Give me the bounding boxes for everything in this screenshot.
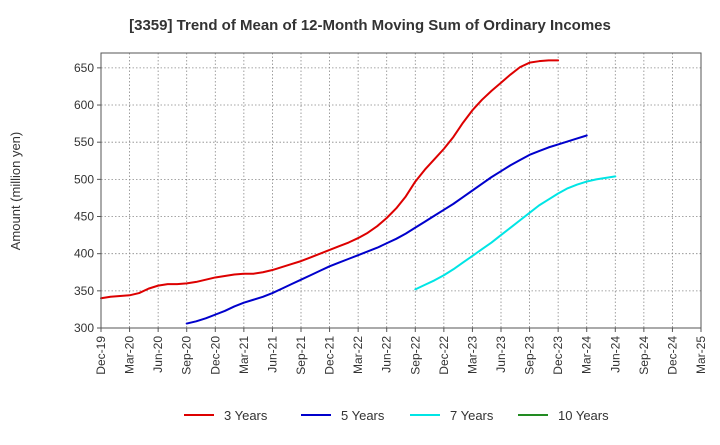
x-tick-label: Sep-21 [294,336,308,375]
x-tick-label: Dec-20 [208,336,222,375]
x-tick-label: Sep-24 [637,336,651,375]
series-lines [100,59,617,325]
x-tick-label: Dec-23 [551,336,565,375]
y-tick-label: 350 [74,284,94,298]
series-line-3-years [100,59,560,300]
legend-label: 5 Years [341,408,385,423]
y-tick-label: 450 [74,210,94,224]
x-tick-label: Mar-25 [694,336,708,374]
legend-label: 7 Years [450,408,494,423]
legend-label: 10 Years [558,408,609,423]
x-tick-label: Jun-24 [608,336,622,373]
x-tick-label: Dec-19 [94,336,108,375]
y-tick-label: 400 [74,247,94,261]
y-tick-label: 600 [74,98,94,112]
x-tick-label: Jun-22 [380,336,394,373]
x-tick-label: Jun-21 [265,336,279,373]
x-tick-label: Sep-23 [523,336,537,375]
x-tick-label: Mar-22 [351,336,365,374]
x-tick-label: Mar-21 [237,336,251,374]
plot-area-frame [100,52,702,329]
series-line-5-years [185,134,588,325]
x-tick-label: Sep-20 [180,336,194,375]
series-line-7-years [414,175,617,291]
x-tick-label: Dec-24 [665,336,679,375]
x-axis-ticks: Dec-19 Mar-20 Jun-20 Sep-20 Dec-20 Mar-21 Jun-… [94,328,708,375]
legend: 3 Years 5 Years 7 Years 10 Years [184,408,609,423]
x-tick-label: Jun-23 [494,336,508,373]
x-tick-label: Jun-20 [151,336,165,373]
legend-label: 3 Years [224,408,268,423]
y-tick-label: 500 [74,172,94,186]
y-tick-label: 300 [74,321,94,335]
y-axis-label: Amount (million yen) [8,132,23,251]
y-axis-ticks: 300 350 400 450 500 550 600 650 [74,61,101,335]
y-tick-label: 550 [74,135,94,149]
chart-title: [3359] Trend of Mean of 12-Month Moving … [129,17,611,34]
x-tick-label: Dec-21 [323,336,337,375]
x-tick-label: Mar-20 [123,336,137,374]
x-tick-label: Dec-22 [437,336,451,375]
grid-lines [101,53,701,328]
y-tick-label: 650 [74,61,94,75]
x-tick-label: Sep-22 [408,336,422,375]
x-tick-label: Mar-23 [465,336,479,374]
x-tick-label: Mar-24 [580,336,594,374]
